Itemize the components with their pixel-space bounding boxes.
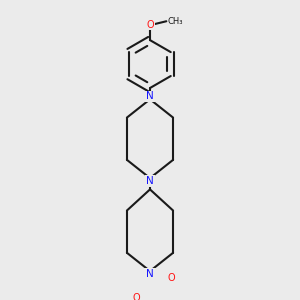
Text: O: O bbox=[133, 293, 140, 300]
Text: O: O bbox=[168, 273, 176, 283]
Text: N: N bbox=[146, 176, 154, 186]
Text: O: O bbox=[146, 20, 154, 30]
Text: CH₃: CH₃ bbox=[168, 17, 183, 26]
Text: N: N bbox=[146, 92, 154, 101]
Text: N: N bbox=[146, 269, 154, 279]
